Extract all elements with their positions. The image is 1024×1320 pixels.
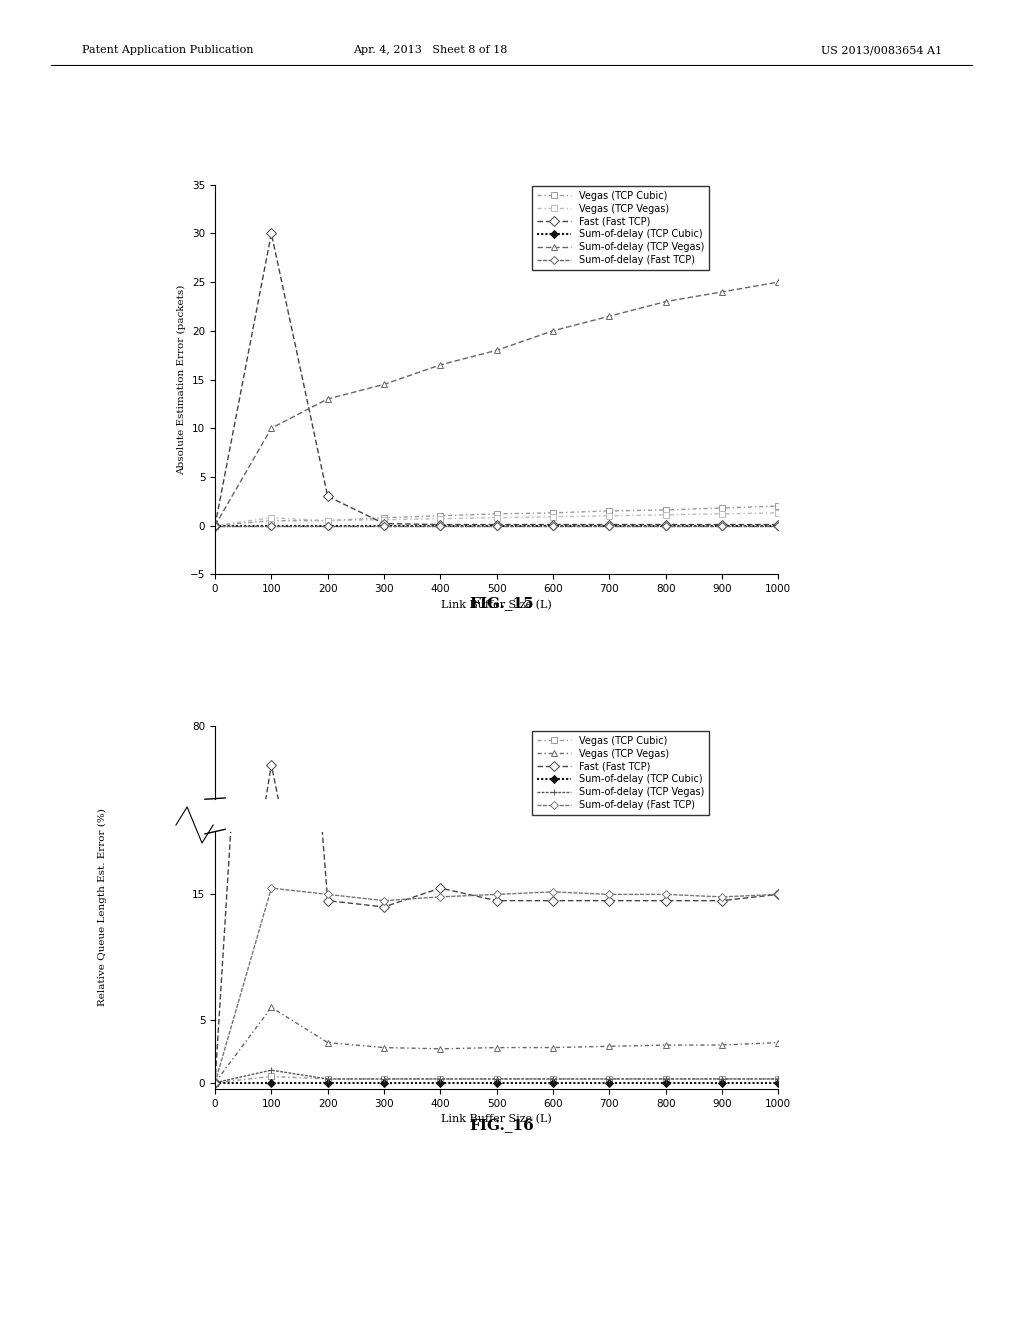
Text: FIG._16: FIG._16 <box>469 1118 535 1131</box>
Legend: Vegas (TCP Cubic), Vegas (TCP Vegas), Fast (Fast TCP), Sum-of-delay (TCP Cubic),: Vegas (TCP Cubic), Vegas (TCP Vegas), Fa… <box>532 731 709 816</box>
X-axis label: Link Buffer Size (L): Link Buffer Size (L) <box>441 1114 552 1125</box>
Text: Apr. 4, 2013   Sheet 8 of 18: Apr. 4, 2013 Sheet 8 of 18 <box>353 45 507 55</box>
Text: Patent Application Publication: Patent Application Publication <box>82 45 253 55</box>
Legend: Vegas (TCP Cubic), Vegas (TCP Vegas), Fast (Fast TCP), Sum-of-delay (TCP Cubic),: Vegas (TCP Cubic), Vegas (TCP Vegas), Fa… <box>532 186 709 271</box>
Y-axis label: Absolute Estimation Error (packets): Absolute Estimation Error (packets) <box>177 284 185 475</box>
X-axis label: Link Buffer Size (L): Link Buffer Size (L) <box>441 599 552 610</box>
Text: US 2013/0083654 A1: US 2013/0083654 A1 <box>821 45 942 55</box>
Text: Relative Queue Length Est. Error (%): Relative Queue Length Est. Error (%) <box>98 809 106 1006</box>
Text: FIG._15: FIG._15 <box>469 597 535 610</box>
